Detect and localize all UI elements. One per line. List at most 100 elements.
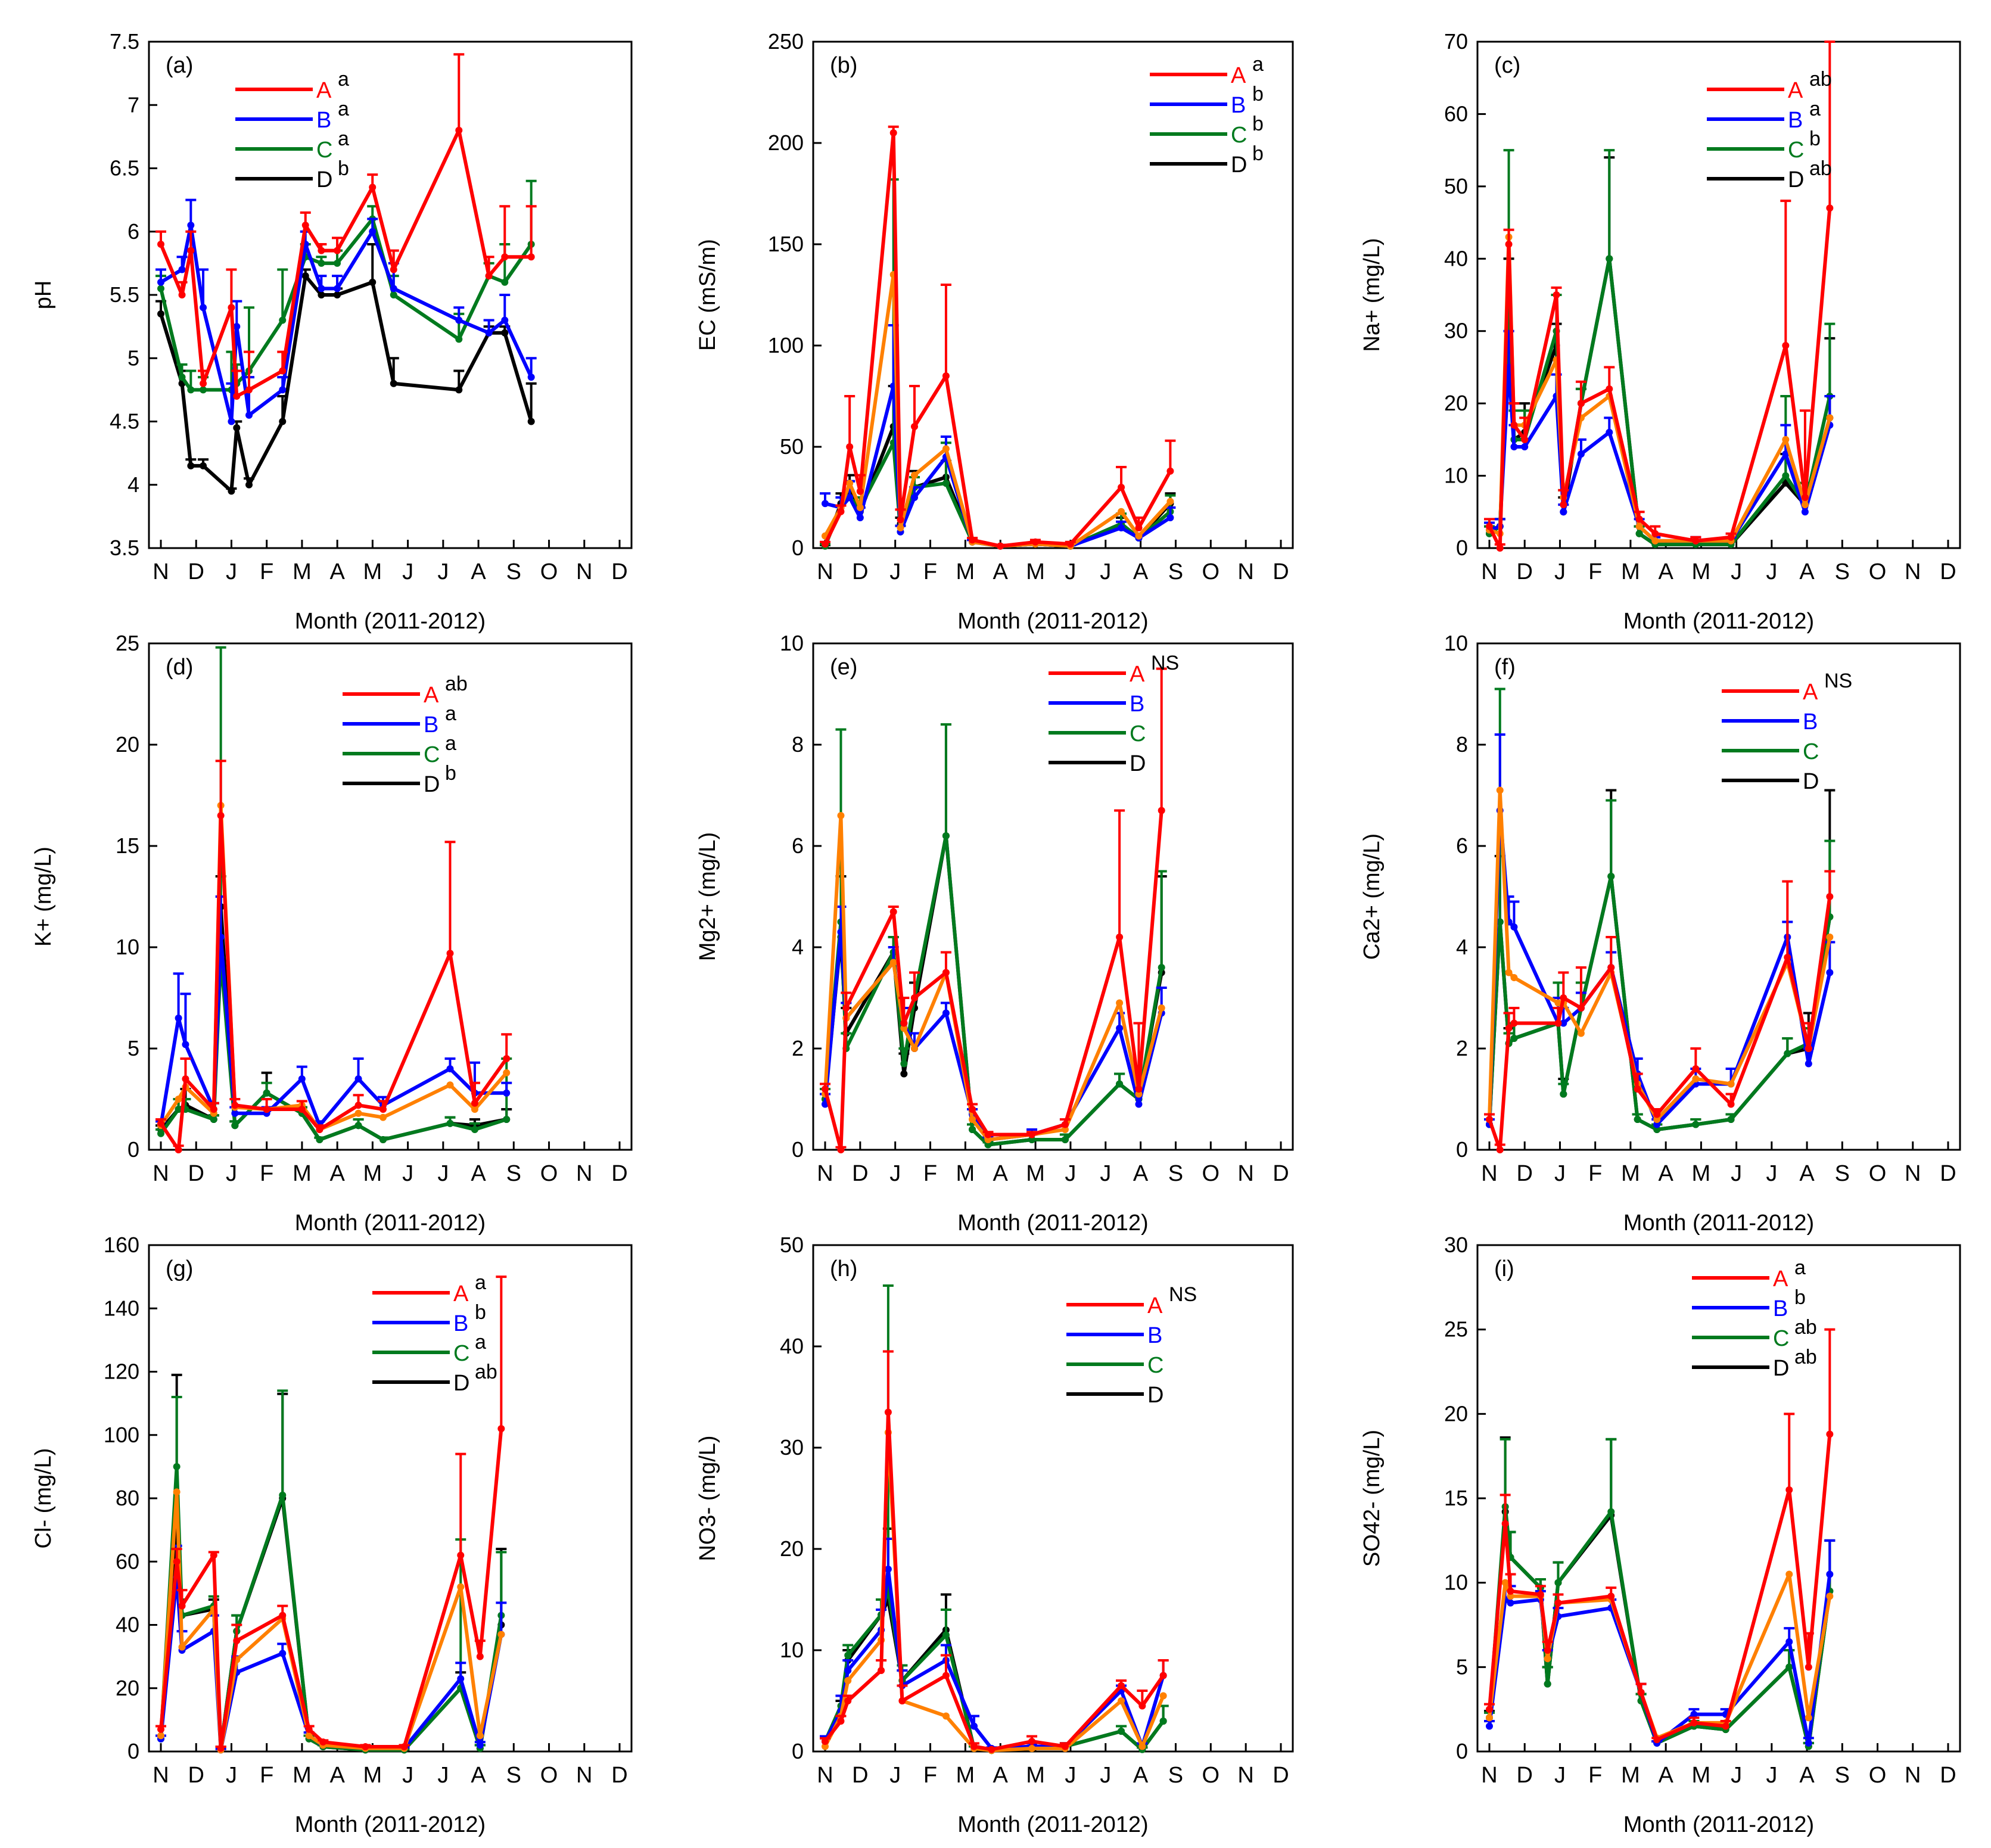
x-tick-label: J — [1554, 559, 1566, 584]
data-point — [173, 1463, 181, 1470]
data-point — [1784, 1050, 1791, 1057]
data-point — [1159, 1692, 1167, 1700]
y-tick-label: 5.5 — [110, 282, 139, 307]
x-tick-label: D — [852, 1763, 868, 1788]
x-tick-label: O — [540, 1763, 558, 1788]
data-point — [1028, 1738, 1036, 1745]
data-point — [187, 247, 195, 254]
data-point — [1505, 241, 1513, 248]
series-line — [1489, 235, 1832, 543]
x-tick-label: A — [1799, 559, 1815, 584]
data-point — [263, 1089, 270, 1097]
data-point — [1158, 1004, 1165, 1012]
data-point — [1805, 1714, 1812, 1722]
data-point — [200, 304, 207, 312]
data-point — [1782, 342, 1790, 349]
y-tick-label: 7.5 — [110, 29, 139, 54]
x-tick-label: J — [1766, 559, 1777, 584]
y-tick-label: 120 — [104, 1359, 139, 1384]
x-tick-label: A — [1133, 1161, 1149, 1186]
x-tick-label: N — [1237, 1763, 1253, 1788]
data-point — [942, 969, 950, 976]
data-point — [334, 291, 341, 298]
data-point — [187, 386, 195, 394]
x-tick-label: F — [923, 1763, 937, 1788]
data-point — [527, 253, 535, 261]
data-point — [1061, 1121, 1069, 1128]
data-point — [1521, 443, 1529, 450]
series-A — [820, 667, 1167, 1153]
x-tick-label: N — [1481, 1161, 1497, 1186]
data-point — [233, 424, 241, 432]
data-point — [1692, 1075, 1700, 1082]
legend-label: A — [453, 1281, 469, 1306]
y-tick-label: 8 — [1456, 732, 1468, 757]
data-point — [1496, 1146, 1504, 1153]
series-mean — [822, 1429, 1167, 1754]
data-point — [471, 1099, 478, 1107]
x-tick-label: M — [956, 1763, 975, 1788]
data-point — [969, 1116, 976, 1123]
data-point — [1635, 515, 1643, 523]
series-line — [823, 1588, 1165, 1753]
data-point — [984, 1136, 992, 1143]
data-point — [1607, 1508, 1615, 1516]
x-tick-label: S — [1168, 1763, 1183, 1788]
data-point — [1496, 786, 1504, 794]
data-point — [970, 1722, 978, 1730]
data-point — [301, 272, 309, 280]
data-point — [900, 1070, 908, 1078]
x-tick-label: A — [1658, 559, 1673, 584]
data-point — [318, 259, 325, 267]
y-tick-label: 40 — [1444, 246, 1468, 270]
x-axis-label: Month (2011-2012) — [295, 1211, 486, 1236]
x-tick-label: A — [1133, 559, 1149, 584]
data-point — [178, 291, 186, 298]
data-point — [1066, 540, 1074, 548]
x-tick-label: M — [363, 1763, 382, 1788]
data-point — [157, 1119, 164, 1127]
y-tick-label: 7 — [127, 92, 139, 117]
y-tick-label: 10 — [1444, 1570, 1468, 1595]
data-point — [175, 1106, 182, 1113]
series-line — [823, 1410, 1165, 1751]
data-point — [942, 1009, 950, 1017]
legend-label: C — [1147, 1353, 1164, 1378]
data-point — [390, 379, 397, 387]
data-point — [503, 1116, 511, 1123]
series-line — [1488, 257, 1832, 546]
y-tick-label: 20 — [116, 1676, 139, 1700]
legend-label: D — [1130, 751, 1146, 776]
data-point — [1507, 1592, 1514, 1600]
data-point — [997, 542, 1004, 550]
data-point — [1801, 501, 1809, 509]
data-point — [984, 1141, 992, 1149]
y-axis-label: SO42- (mg/L) — [1360, 1430, 1385, 1567]
series-line — [1488, 1505, 1832, 1749]
legend-significance: ab — [1809, 157, 1832, 180]
data-point — [856, 487, 864, 495]
data-point — [455, 386, 463, 394]
legend-label: D — [453, 1371, 469, 1396]
series-line — [1488, 896, 1832, 1152]
data-point — [334, 285, 341, 293]
x-tick-label: J — [889, 1763, 901, 1788]
series-line — [823, 131, 1172, 548]
x-tick-label: A — [993, 1763, 1009, 1788]
data-point — [318, 285, 325, 293]
x-tick-label: S — [506, 559, 521, 584]
data-point — [446, 1119, 454, 1127]
data-point — [298, 1106, 306, 1113]
x-tick-label: M — [1621, 1161, 1640, 1186]
data-point — [157, 1130, 164, 1137]
data-point — [455, 126, 463, 134]
data-point — [476, 1653, 484, 1660]
data-point — [1653, 1736, 1661, 1744]
x-tick-label: J — [1766, 1161, 1777, 1186]
x-tick-label: D — [1940, 559, 1956, 584]
x-tick-label: M — [1692, 559, 1711, 584]
data-point — [1135, 1085, 1143, 1093]
data-point — [1061, 1743, 1069, 1750]
data-point — [503, 1055, 511, 1062]
